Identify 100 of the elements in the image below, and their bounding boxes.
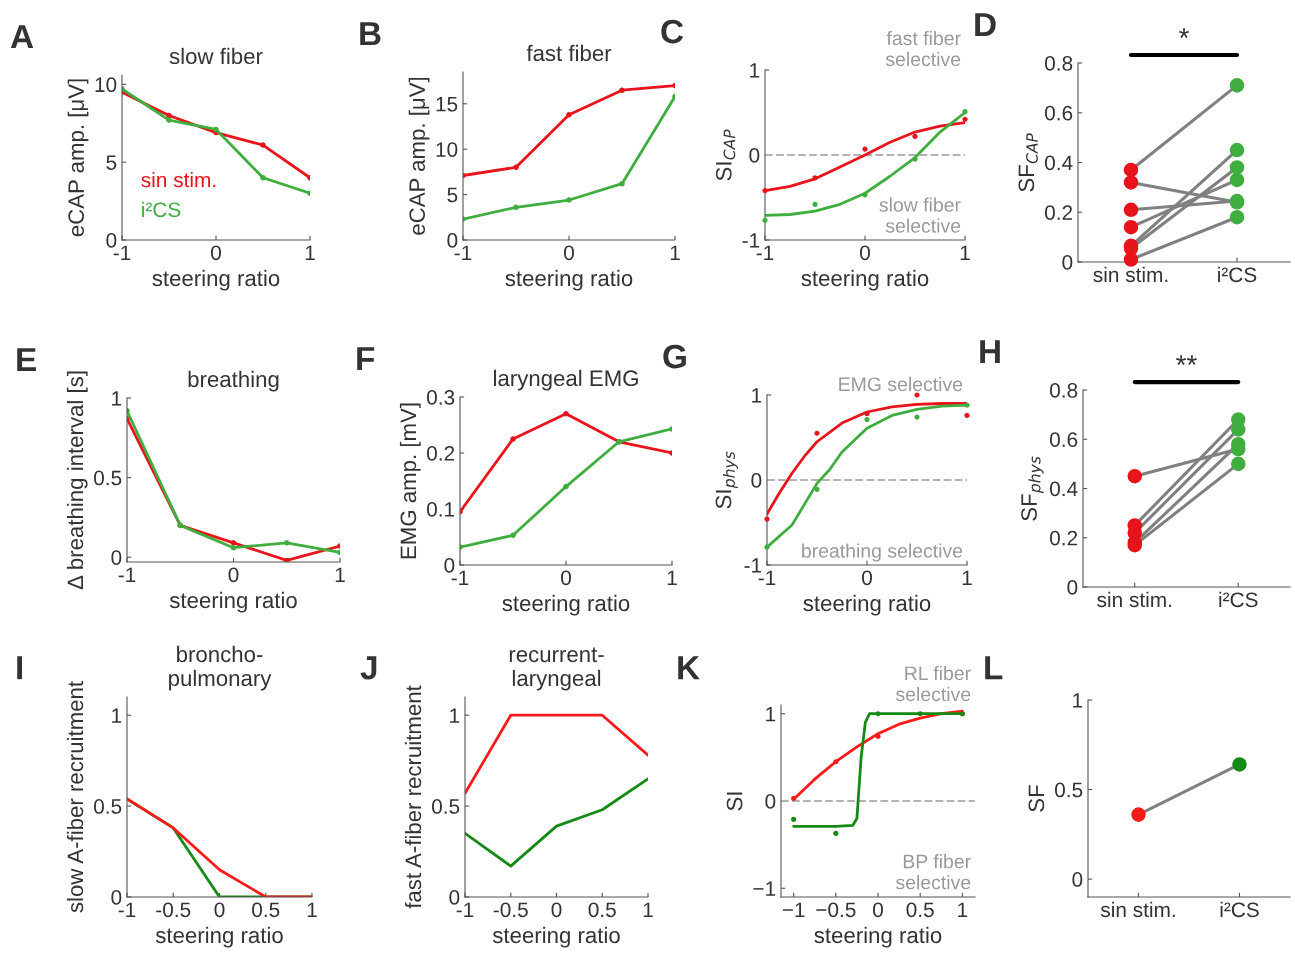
y-tick-label: 0.3 xyxy=(426,390,455,405)
y-tick-label: 0.5 xyxy=(93,799,122,814)
text: D xyxy=(975,13,996,37)
x-tick-label: 1 xyxy=(667,570,677,585)
text: i²CS xyxy=(142,201,181,218)
text: G xyxy=(663,344,686,369)
y-tick-label: 10 xyxy=(95,77,117,93)
y-axis-title: eCAP amp. [μV] xyxy=(67,79,89,237)
y-tick-label: 0 xyxy=(751,473,762,488)
x-tick-label: 0 xyxy=(564,245,574,261)
y-tick-label: 1 xyxy=(450,708,460,723)
y-tick-label: 0 xyxy=(111,550,122,565)
y-axis-title: SF xyxy=(1028,785,1045,812)
text: H xyxy=(980,340,1000,364)
x-tick-label: 1 xyxy=(958,902,968,917)
text: EMG selective xyxy=(839,376,963,392)
annotation: BP fiber selective xyxy=(896,854,971,890)
y-tick-label: 0.8 xyxy=(1049,383,1078,398)
x-tick-label: 0 xyxy=(214,902,225,918)
y-tick-label: 0.4 xyxy=(1049,481,1078,497)
y-tick-label: 5 xyxy=(106,155,117,170)
y-tick-label: 1 xyxy=(750,63,760,78)
text: B xyxy=(360,22,381,46)
text: F xyxy=(357,347,375,371)
x-tick-label: 0 xyxy=(211,245,221,261)
y-tick-label: 1 xyxy=(766,706,776,722)
x-axis-title: steering ratio xyxy=(152,269,280,291)
x-tick-label: 1 xyxy=(335,567,345,582)
y-axis-title: SF$_{phys}$ xyxy=(1021,456,1044,521)
x-tick-label: sin stim. xyxy=(1100,901,1175,918)
text: C xyxy=(661,19,684,44)
series-label: sin stim. xyxy=(141,171,216,188)
y-tick-label: 1 xyxy=(112,391,122,406)
x-tick-label: 0 xyxy=(862,570,872,586)
x-tick-label: -0.5 xyxy=(493,902,528,918)
y-tick-label: 1 xyxy=(752,388,762,403)
text: A xyxy=(10,25,34,49)
y-tick-label: 0.2 xyxy=(1044,205,1073,220)
y-axis-title: eCAP amp. [μV] xyxy=(408,77,430,235)
y-tick-label: 5 xyxy=(447,187,458,203)
x-axis-title: steering ratio xyxy=(169,591,297,613)
x-tick-label: i²CS xyxy=(1220,901,1259,918)
x-tick-label: 1 xyxy=(670,245,680,260)
y-axis-title: SI$_{phys}$ xyxy=(715,451,739,509)
text: E xyxy=(17,348,36,372)
x-tick-label: 1 xyxy=(307,902,317,917)
x-tick-label: -0.5 xyxy=(156,902,191,918)
x-tick-label: 1 xyxy=(962,570,972,585)
y-tick-label: 1 xyxy=(112,708,122,723)
x-tick-label: 0 xyxy=(860,245,870,261)
y-tick-label: 0.2 xyxy=(1049,530,1078,546)
chart-title: breathing xyxy=(188,370,279,392)
x-axis-title: steering ratio xyxy=(505,269,633,291)
x-tick-label: 0 xyxy=(873,902,883,918)
y-tick-label: 15 xyxy=(436,97,458,112)
chart-title: slow fiber xyxy=(169,47,263,65)
text: RL fiber selective xyxy=(896,665,971,702)
chart-title: broncho- pulmonary xyxy=(169,645,272,691)
x-tick-label: −0.5 xyxy=(816,902,856,918)
chart-title: recurrent- laryngeal xyxy=(509,647,604,691)
text: * xyxy=(1179,28,1189,38)
x-tick-label: 0.5 xyxy=(252,902,280,918)
annotation: slow fiber selective xyxy=(879,197,961,233)
y-tick-label: 0.1 xyxy=(426,502,455,517)
y-tick-label: 0.5 xyxy=(1054,782,1083,798)
y-axis-title: fast A-fiber recruitment xyxy=(404,685,422,909)
text: L xyxy=(985,656,1003,680)
chart-title: fast fiber xyxy=(526,44,612,62)
x-tick-label: 0 xyxy=(561,570,571,586)
y-tick-label: 0 xyxy=(1072,872,1083,887)
x-tick-label: 1 xyxy=(960,245,970,260)
y-axis-title: SI xyxy=(726,792,743,811)
y-tick-label: 0.5 xyxy=(431,799,460,814)
y-tick-label: 0.5 xyxy=(93,470,122,486)
text: J xyxy=(360,656,377,680)
y-tick-label: −1 xyxy=(753,881,776,896)
y-tick-label: 0 xyxy=(749,148,760,163)
x-tick-label: 1 xyxy=(643,902,653,917)
chart-title: laryngeal EMG xyxy=(494,369,638,391)
y-tick-label: 0 xyxy=(765,794,776,809)
text: fast fiber selective xyxy=(885,30,961,67)
y-axis-title: Δ breathing interval [s] xyxy=(66,371,88,590)
x-tick-label: 1 xyxy=(305,245,315,260)
x-tick-label: 0 xyxy=(551,902,562,918)
y-tick-label: 0.8 xyxy=(1044,56,1073,71)
text: I xyxy=(17,656,23,680)
y-axis-title: SI$_{CAP}$ xyxy=(715,129,736,181)
y-axis-title: slow A-fiber recruitment xyxy=(66,681,84,913)
y-axis-title: EMG amp. [mV] xyxy=(399,403,421,559)
y-tick-label: 10 xyxy=(436,142,458,157)
y-tick-label: 0.6 xyxy=(1049,432,1078,447)
y-tick-label: 1 xyxy=(1073,693,1083,708)
x-tick-label: 0.5 xyxy=(906,902,934,918)
x-tick-label: 0 xyxy=(228,567,239,583)
x-axis-title: steering ratio xyxy=(803,594,931,616)
x-axis-title: steering ratio xyxy=(502,594,630,616)
text: K xyxy=(678,656,700,680)
y-tick-label: 0.2 xyxy=(426,446,455,461)
x-axis-title: steering ratio xyxy=(155,926,283,948)
y-tick-label: 0.6 xyxy=(1044,105,1073,121)
